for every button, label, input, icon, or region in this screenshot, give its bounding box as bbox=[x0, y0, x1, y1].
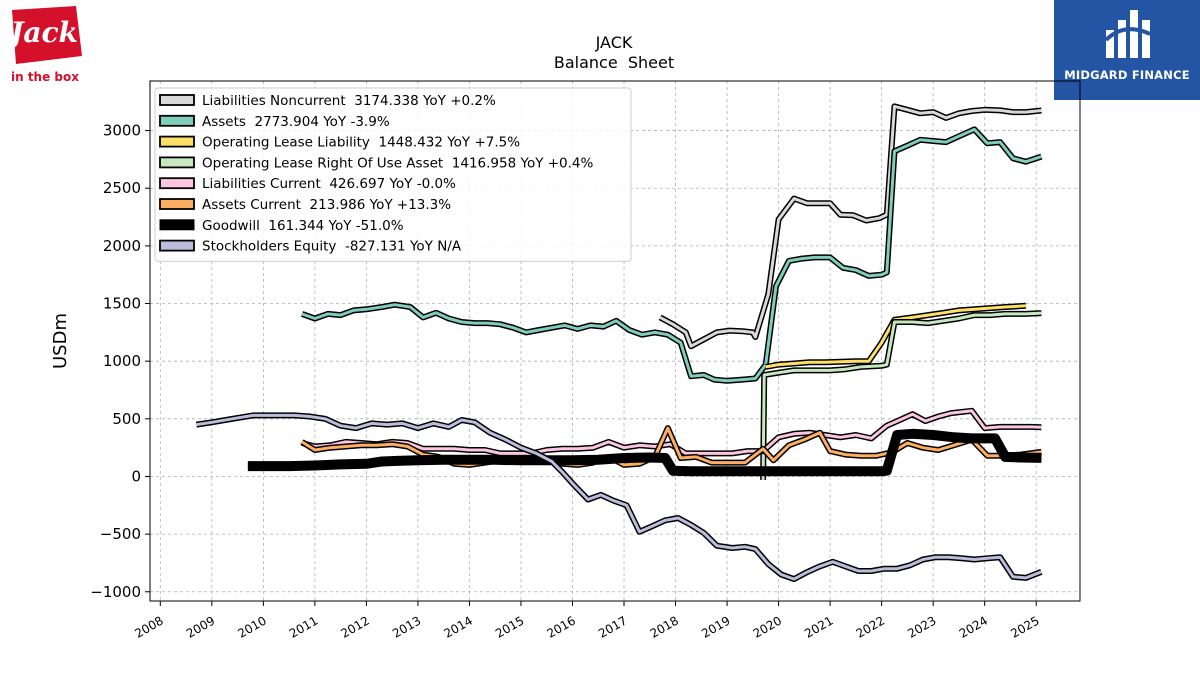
legend-swatch-goodwill bbox=[159, 219, 195, 231]
x-tick-label: 2011 bbox=[287, 613, 320, 640]
legend-swatch-operating-lease-liability bbox=[159, 135, 195, 148]
y-tick-label: −1000 bbox=[90, 583, 141, 601]
legend-entry-stockholders-equity: Stockholders Equity -827.131 YoY N/A bbox=[202, 239, 462, 255]
midgard-finance-logo: MIDGARD FINANCE bbox=[1054, 0, 1200, 100]
legend-entry-assets-current: Assets Current 213.986 YoY +13.3% bbox=[202, 197, 451, 213]
legend-entry-operating-lease-liability: Operating Lease Liability 1448.432 YoY +… bbox=[202, 135, 520, 151]
x-tick-label: 2010 bbox=[235, 613, 268, 640]
series-line-assets bbox=[301, 127, 1042, 383]
series-line-goodwill bbox=[247, 430, 1042, 475]
legend-swatch-stockholders-equity bbox=[159, 239, 195, 252]
legend-swatch-liabilities-noncurrent bbox=[159, 94, 195, 106]
x-tick-label: 2009 bbox=[184, 613, 217, 640]
legend-swatch-liabilities-current bbox=[159, 177, 195, 190]
jack-logo-badge-icon bbox=[12, 6, 82, 64]
chart-title: JACK bbox=[595, 33, 633, 52]
series-line-liabilities-noncurrent bbox=[659, 104, 1042, 348]
jack-logo-word: Jack bbox=[10, 16, 78, 49]
x-tick-label: 2018 bbox=[648, 613, 681, 640]
series-line-operating-lease-liability bbox=[765, 304, 1026, 369]
series-outline-stockholders-equity bbox=[195, 412, 1043, 583]
legend-swatch-assets bbox=[159, 114, 195, 127]
x-tick-label: 2019 bbox=[699, 613, 732, 640]
x-tick-label: 2017 bbox=[596, 613, 629, 640]
x-tick-label: 2022 bbox=[854, 613, 887, 640]
x-tick-label: 2016 bbox=[545, 613, 578, 640]
legend-entry-assets: Assets 2773.904 YoY -3.9% bbox=[202, 114, 390, 130]
chart-subtitle: Balance Sheet bbox=[554, 53, 674, 72]
x-tick-label: 2023 bbox=[905, 613, 938, 640]
series-line-assets-current bbox=[301, 426, 1042, 467]
y-tick-label: 3000 bbox=[103, 122, 141, 140]
jack-in-the-box-logo: Jack in the box bbox=[6, 6, 84, 88]
y-tick-label: 1500 bbox=[103, 295, 141, 313]
x-tick-label: 2024 bbox=[957, 613, 990, 640]
x-tick-label: 2025 bbox=[1008, 613, 1041, 640]
y-tick-label: 2000 bbox=[103, 237, 141, 255]
midgard-finance-name: MIDGARD FINANCE bbox=[1064, 68, 1190, 82]
x-tick-label: 2008 bbox=[132, 613, 165, 640]
y-tick-label: −500 bbox=[100, 525, 141, 543]
y-axis-label: USDm bbox=[50, 313, 71, 369]
x-tick-label: 2013 bbox=[390, 613, 423, 640]
x-tick-label: 2012 bbox=[338, 613, 371, 640]
legend-swatch-operating-lease-right-of-use-asset bbox=[159, 156, 195, 169]
series-line-stockholders-equity bbox=[196, 413, 1042, 581]
series-line-operating-lease-right-of-use-asset bbox=[761, 311, 1042, 480]
legend-entry-liabilities-current: Liabilities Current 426.697 YoY -0.0% bbox=[202, 176, 456, 192]
x-tick-label: 2014 bbox=[441, 613, 474, 640]
legend-entry-operating-lease-right-of-use-asset: Operating Lease Right Of Use Asset 1416.… bbox=[202, 155, 594, 171]
plot-frame bbox=[149, 80, 1081, 602]
jack-logo-tagline: in the box bbox=[10, 70, 79, 84]
y-tick-label: 0 bbox=[131, 467, 141, 485]
y-tick-label: 2500 bbox=[103, 179, 141, 197]
x-tick-label: 2020 bbox=[751, 613, 784, 640]
y-tick-label: 1000 bbox=[103, 352, 141, 370]
midgard-emblem-icon bbox=[1104, 10, 1151, 58]
legend-swatch-assets-current bbox=[159, 198, 195, 210]
series-lines bbox=[195, 103, 1043, 583]
legend-entry-liabilities-noncurrent: Liabilities Noncurrent 3174.338 YoY +0.2… bbox=[202, 93, 496, 109]
legend: Liabilities Noncurrent 3174.338 YoY +0.2… bbox=[154, 87, 632, 262]
x-tick-label: 2015 bbox=[493, 613, 526, 640]
legend-entry-goodwill: Goodwill 161.344 YoY -51.0% bbox=[202, 218, 404, 234]
legend-box bbox=[154, 87, 632, 262]
x-tick-label: 2021 bbox=[802, 613, 835, 640]
y-tick-label: 500 bbox=[112, 410, 141, 428]
